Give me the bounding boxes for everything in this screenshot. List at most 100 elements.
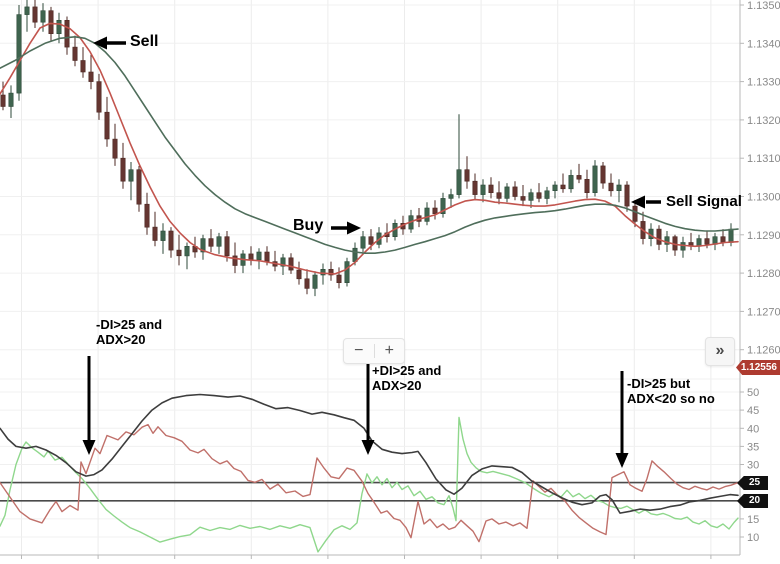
candle-body xyxy=(728,228,734,243)
candle-body xyxy=(480,184,486,195)
zoom-out-button[interactable]: − xyxy=(354,342,364,359)
di-note-1: -DI>25 and ADX>20 xyxy=(96,317,162,347)
candle-body xyxy=(112,138,118,159)
candle-body xyxy=(568,175,574,190)
zoom-in-button[interactable]: + xyxy=(384,342,394,359)
candle-body xyxy=(616,184,622,191)
candle-body xyxy=(664,236,670,245)
candle-body xyxy=(544,190,550,199)
candle-body xyxy=(680,242,686,251)
sell-label: Sell xyxy=(130,33,159,50)
di-note-1-line2: ADX>20 xyxy=(96,332,146,347)
candle-body xyxy=(224,236,230,257)
candle-body xyxy=(80,60,86,73)
candle-body xyxy=(64,19,70,48)
di-note-3-arrowhead xyxy=(615,453,629,468)
candle-body xyxy=(168,230,174,251)
candle-body xyxy=(352,247,358,262)
sell-signal-arrowhead xyxy=(631,195,645,209)
indicator-axis-label: 15 xyxy=(747,514,759,526)
level-tag-20: 20 xyxy=(737,494,768,508)
candle-body xyxy=(72,46,78,61)
candle-body xyxy=(200,238,206,253)
candle-body xyxy=(576,175,582,180)
buy-arrowhead xyxy=(347,221,361,235)
indicator-axis-label: 45 xyxy=(747,405,759,417)
candle-body xyxy=(136,169,142,205)
candle-body xyxy=(488,184,494,193)
candle-body xyxy=(496,192,502,199)
sell-arrowhead xyxy=(93,36,107,50)
slow-ma-line xyxy=(0,35,739,254)
candle-body xyxy=(152,226,158,241)
candle-body xyxy=(48,10,54,34)
di-note-1-line1: -DI>25 and xyxy=(96,317,163,332)
di-note-2-arrowhead xyxy=(361,440,375,455)
candle-body xyxy=(296,269,302,280)
candle-body xyxy=(360,236,366,249)
buy-label: Buy xyxy=(293,217,324,234)
candle-body xyxy=(320,268,326,276)
indicator-axis-label: 30 xyxy=(747,460,759,472)
price-axis-label: 1.13000 xyxy=(747,192,780,204)
candle-body xyxy=(120,157,126,182)
candle-body xyxy=(104,111,110,140)
candle-body xyxy=(584,179,590,194)
candle-body xyxy=(456,169,462,195)
candle-body xyxy=(144,203,150,228)
zoom-control: − + xyxy=(343,338,405,364)
candle-body xyxy=(280,257,286,267)
candle-body xyxy=(536,192,542,199)
candle-body xyxy=(464,169,470,182)
last-price-tag: 1.12556 xyxy=(736,360,780,375)
candle-body xyxy=(504,186,510,199)
candle-body xyxy=(608,182,614,192)
candle-body xyxy=(128,169,134,182)
candle-body xyxy=(32,6,38,23)
candle-body xyxy=(720,236,726,243)
price-axis-label: 1.12600 xyxy=(747,345,780,357)
candle-body xyxy=(8,92,14,107)
sell-signal-label: Sell Signal xyxy=(666,193,742,210)
collapse-panel-button[interactable]: » xyxy=(705,337,735,366)
candle-body xyxy=(288,257,294,271)
di-note-3-line1: -DI>25 but xyxy=(627,376,691,391)
plus-di-line xyxy=(0,416,739,553)
di-note-3: -DI>25 but ADX<20 so no xyxy=(627,376,715,406)
price-axis-label: 1.12800 xyxy=(747,268,780,280)
indicator-axis-label: 50 xyxy=(747,387,759,399)
price-axis-label: 1.12900 xyxy=(747,230,780,242)
candle-body xyxy=(448,194,454,199)
candle-body xyxy=(432,207,438,214)
zoom-control-divider xyxy=(373,344,375,358)
candle-body xyxy=(336,274,342,283)
candle-body xyxy=(24,6,30,15)
candle-body xyxy=(624,184,630,207)
candle-body xyxy=(552,184,558,191)
di-note-1-arrowhead xyxy=(82,440,96,455)
candle-body xyxy=(256,251,262,260)
di-note-2-line2: ADX>20 xyxy=(372,378,422,393)
price-axis-label: 1.13200 xyxy=(747,115,780,127)
candle-body xyxy=(88,71,94,82)
price-axis-label: 1.13300 xyxy=(747,77,780,89)
candle-body xyxy=(184,246,190,257)
candle-body xyxy=(368,236,374,245)
candle-body xyxy=(16,14,22,94)
candle-body xyxy=(96,81,102,113)
candle-body xyxy=(232,255,238,266)
candle-body xyxy=(264,251,270,262)
di-note-3-line2: ADX<20 so no xyxy=(627,391,715,406)
candle-body xyxy=(312,274,318,289)
candle-body xyxy=(176,249,182,257)
candle-body xyxy=(248,253,254,260)
candle-body xyxy=(656,228,662,245)
minus-di-line xyxy=(0,423,739,543)
candle-body xyxy=(632,205,638,222)
candle-body xyxy=(592,165,598,193)
indicator-axis-label: 40 xyxy=(747,423,759,435)
indicator-axis-label: 35 xyxy=(747,441,759,453)
candle-body xyxy=(424,207,430,222)
